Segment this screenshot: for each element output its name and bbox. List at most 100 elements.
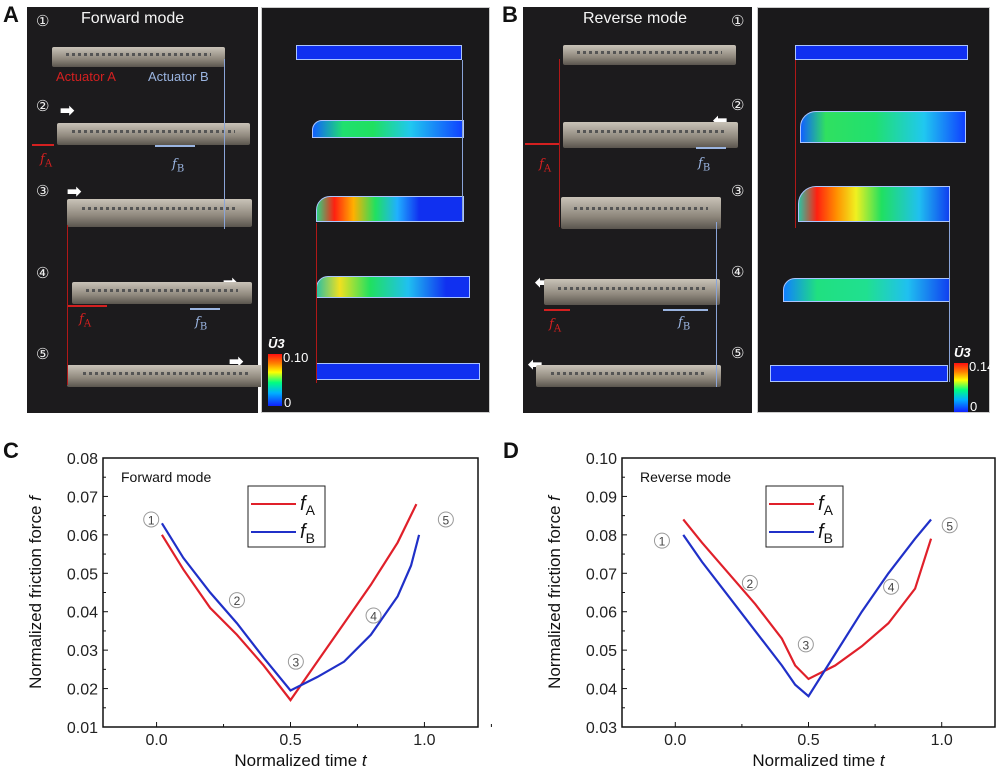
sim-shape-5 <box>316 363 480 380</box>
guide-line <box>224 59 225 229</box>
robot-photo-1 <box>563 45 736 65</box>
mode-title: Reverse mode <box>583 10 688 27</box>
step-marker-label: 4 <box>888 581 895 595</box>
y-tick-label: 0.05 <box>67 566 98 583</box>
actuator-a-label: Actuator A <box>56 69 116 84</box>
robot-photo-5 <box>67 365 267 387</box>
x-tick-label: 0.5 <box>797 732 819 749</box>
x-tick-label: 1.0 <box>413 732 435 749</box>
forward-mode-simulation-panel: Ū3 0.10 0 <box>261 7 490 413</box>
step-marker-circle <box>797 636 814 653</box>
step-marker-label: 3 <box>802 638 809 652</box>
y-tick-label: 0.01 <box>67 720 98 737</box>
step-marker-circle <box>741 574 758 591</box>
y-tick-label: 0.03 <box>586 720 617 737</box>
mode-annotation: Forward mode <box>121 469 211 485</box>
y-tick-label: 0.06 <box>67 528 98 545</box>
fb-label: fB <box>678 315 691 333</box>
x-tick-label: 0.0 <box>664 732 686 749</box>
colorbar-min: 0 <box>284 395 292 410</box>
step-marker-circle <box>287 653 304 670</box>
legend-box <box>247 485 326 548</box>
y-tick-label: 0.10 <box>586 451 617 468</box>
series-line-fB <box>682 518 932 698</box>
guide-line <box>67 225 68 385</box>
y-tick-label: 0.06 <box>586 605 617 622</box>
fb-arrow-icon <box>155 145 195 147</box>
y-tick-label: 0.09 <box>586 489 617 506</box>
fa-label: fA <box>79 312 92 330</box>
reverse-friction-chart: 0.03 0.04 0.05 0.06 0.07 0.08 0.09 0.10 0.0 0.5 1.… <box>545 451 996 769</box>
step-marker-label: 4 <box>370 610 377 624</box>
reverse-mode-photo-panel: Reverse mode ① ② ③ ④ ⑤ ➡ fA fB ➡ ➡ fA fB… <box>523 7 752 413</box>
panel-label-b: B <box>502 2 518 27</box>
colorbar <box>268 354 282 406</box>
forward-mode-photo-panel: Forward mode ① ② ③ ④ ⑤ Actuator A Actuat… <box>27 7 267 413</box>
panel-label-c: C <box>3 438 19 463</box>
fa-label: fA <box>539 157 552 175</box>
y-tick-label: 0.07 <box>67 489 98 506</box>
sim-shape-4 <box>316 276 470 298</box>
step-marker-circle <box>653 532 670 549</box>
step-marker-circle <box>228 592 245 609</box>
fa-arrow-icon <box>544 309 570 311</box>
y-tick-label: 0.04 <box>586 682 617 699</box>
fa-arrow-icon <box>32 144 54 146</box>
robot-photo-3 <box>561 197 721 229</box>
step-4: ④ <box>731 264 745 281</box>
step-marker-circle <box>365 607 382 624</box>
colorbar-max: 0.14 <box>969 359 995 374</box>
sim-shape-3 <box>316 196 464 222</box>
x-axis-label: Normalized time t <box>234 751 368 769</box>
motion-arrow-icon: ➡ <box>60 101 75 120</box>
step-3: ③ <box>36 183 50 200</box>
x-tick-label: 1.0 <box>931 732 953 749</box>
fb-label: fB <box>195 315 208 333</box>
step-1: ① <box>36 13 50 30</box>
fa-label: fA <box>549 317 562 335</box>
guide-line <box>949 222 950 382</box>
step-3: ③ <box>731 183 745 200</box>
sim-shape-2 <box>312 120 464 138</box>
y-axis-label: Normalized friction force f <box>545 494 564 689</box>
step-marker-label: 5 <box>443 513 450 527</box>
y-tick-label: 0.02 <box>67 682 98 699</box>
fb-arrow-icon <box>190 308 220 310</box>
robot-photo-4 <box>72 282 252 304</box>
actuator-b-label: Actuator B <box>148 69 209 84</box>
forward-friction-chart: 0.01 0.02 0.03 0.04 0.05 0.06 0.07 0.08 0.0 0.5 1.… <box>26 451 492 769</box>
mode-annotation: Reverse mode <box>640 469 731 485</box>
y-tick-label: 0.03 <box>67 643 98 660</box>
guide-line <box>716 222 717 387</box>
step-marker-label: 1 <box>148 513 155 527</box>
step-marker-circle <box>437 511 454 528</box>
step-5: ⑤ <box>731 345 745 362</box>
guide-line <box>462 60 463 222</box>
reverse-mode-simulation-panel: Ū3 0.14 0 <box>757 7 994 414</box>
series-line-fB <box>160 522 421 692</box>
colorbar-max: 0.10 <box>283 350 309 365</box>
colorbar-min: 0 <box>970 399 978 414</box>
step-marker-label: 5 <box>946 519 953 533</box>
fb-label: fB <box>172 157 185 175</box>
mode-title: Forward mode <box>81 10 185 27</box>
fb-arrow-icon <box>696 147 726 149</box>
step-marker-circle <box>941 517 958 534</box>
step-marker-label: 2 <box>747 577 754 591</box>
robot-photo-1 <box>52 47 225 67</box>
sim-shape-2 <box>800 111 966 143</box>
fb-label: fB <box>698 156 711 174</box>
robot-photo-2 <box>563 122 738 148</box>
panel-label-a: A <box>3 2 19 27</box>
sim-shape-5 <box>770 365 948 382</box>
motion-arrow-icon: ➡ <box>67 182 82 201</box>
fa-arrow-icon <box>525 143 560 145</box>
fb-arrow-icon <box>663 309 708 311</box>
step-marker-circle <box>143 511 160 528</box>
step-1: ① <box>731 13 745 30</box>
sim-shape-3 <box>798 186 950 222</box>
robot-photo-5 <box>536 365 721 387</box>
panel-label-d: D <box>503 438 519 463</box>
x-tick-label: 0.0 <box>145 732 167 749</box>
step-marker-label: 3 <box>293 656 300 670</box>
